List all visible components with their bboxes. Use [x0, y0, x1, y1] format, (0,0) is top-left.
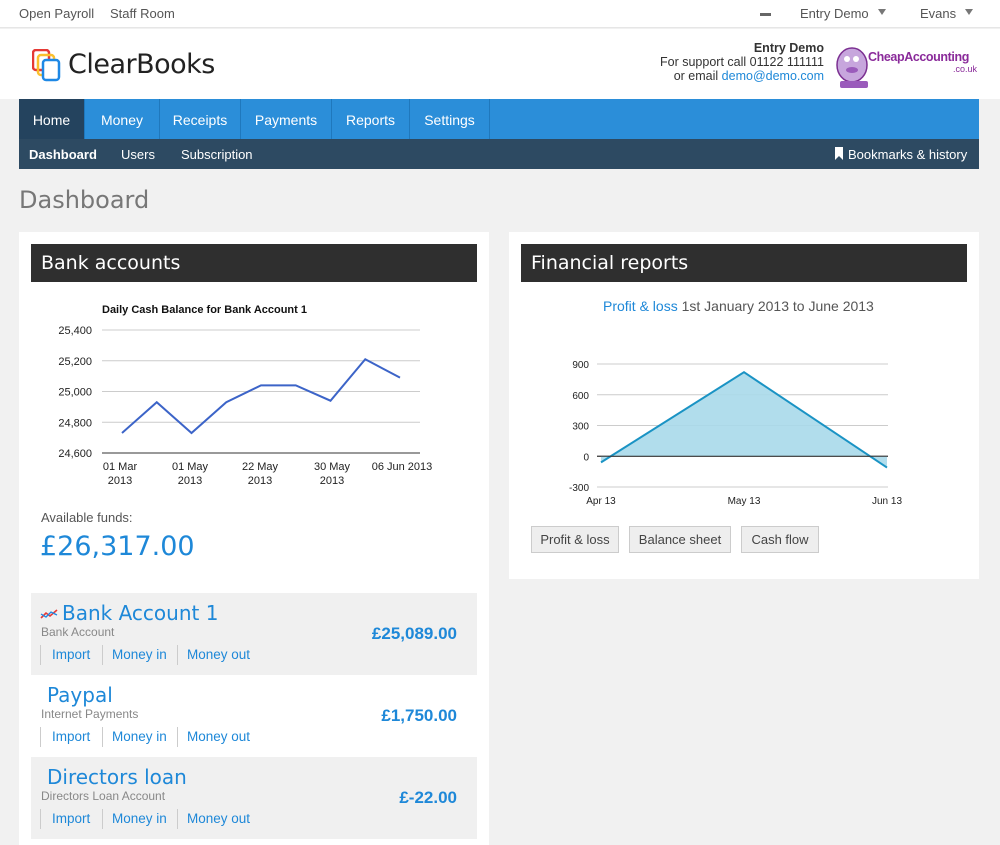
y-tick-label: 25,200 [58, 356, 92, 368]
account-row[interactable]: Bank Account 1 Bank Account £25,089.00 I… [31, 593, 477, 675]
cash-flow-button[interactable]: Cash flow [741, 526, 819, 553]
y-tick-label: -300 [569, 483, 589, 494]
support-email-link[interactable]: demo@demo.com [721, 69, 824, 83]
y-tick-label: 24,600 [58, 448, 92, 460]
nav-home[interactable]: Home [19, 99, 85, 139]
x-tick-label: 22 May [242, 461, 279, 473]
report-subtitle: Profit & loss 1st January 2013 to June 2… [603, 298, 874, 314]
bookmark-icon[interactable] [835, 147, 843, 160]
account-row[interactable]: Paypal Internet Payments £1,750.00 Impor… [31, 675, 477, 757]
nav-money[interactable]: Money [85, 99, 160, 139]
company-switcher[interactable]: Entry Demo [800, 6, 869, 21]
money-out-link[interactable]: Money out [187, 811, 251, 826]
account-type: Bank Account [41, 625, 115, 639]
y-tick-label: 900 [572, 360, 589, 371]
y-tick-label: 300 [572, 422, 589, 433]
report-period: 1st January 2013 to June 2013 [681, 298, 874, 314]
profit-loss-area [601, 372, 887, 468]
x-tick-label: 2013 [248, 475, 272, 487]
partner-logo-icon[interactable] [832, 41, 980, 91]
bank-feed-icon [40, 609, 58, 619]
x-tick-label: 30 May [314, 461, 351, 473]
profit-loss-link[interactable]: Profit & loss [603, 298, 678, 314]
x-tick-label: 01 Mar [103, 461, 138, 473]
bookmarks-history-link[interactable]: Bookmarks & history [848, 147, 968, 162]
user-menu[interactable]: Evans [920, 6, 957, 21]
account-balance: £1,750.00 [381, 706, 457, 725]
account-row[interactable]: Directors loan Directors Loan Account £-… [31, 757, 477, 839]
nav-settings[interactable]: Settings [410, 99, 490, 139]
cash-balance-series-line [121, 357, 401, 435]
account-balance: £-22.00 [399, 788, 457, 807]
staff-room-link[interactable]: Staff Room [110, 6, 175, 21]
support-company: Entry Demo [753, 41, 824, 55]
cash-balance-chart: 25,400 25,200 25,000 24,800 24,600 01 Mar 2013… [58, 325, 433, 487]
balance-sheet-button[interactable]: Balance sheet [629, 526, 731, 553]
money-out-link[interactable]: Money out [187, 729, 251, 744]
x-tick-label: May 13 [728, 496, 761, 507]
header: ClearBooks Entry Demo For support call 0… [0, 29, 1000, 99]
account-name[interactable]: Bank Account 1 [62, 601, 219, 625]
account-balance: £25,089.00 [371, 624, 457, 643]
account-name[interactable]: Paypal [47, 683, 113, 707]
main-nav: Home Money Receipts Payments Reports Set… [19, 99, 979, 139]
partner-name: CheapAccounting [868, 50, 969, 64]
cash-chart-title: Daily Cash Balance for Bank Account 1 [102, 304, 307, 316]
support-email-prefix: or email [673, 69, 719, 83]
y-tick-label: 25,000 [58, 387, 92, 399]
subnav-subscription[interactable]: Subscription [181, 147, 253, 162]
x-tick-label: Jun 13 [872, 496, 902, 507]
top-bar: Open Payroll Staff Room Entry Demo Evans [0, 0, 1000, 28]
available-funds-value: £26,317.00 [40, 531, 195, 562]
money-in-link[interactable]: Money in [112, 729, 167, 744]
x-tick-label: Apr 13 [586, 496, 616, 507]
money-in-link[interactable]: Money in [112, 647, 167, 662]
partner-domain: .co.uk [953, 64, 978, 74]
y-tick-label: 600 [572, 391, 589, 402]
page-title: Dashboard [19, 186, 150, 214]
available-funds-label: Available funds: [41, 510, 133, 525]
account-type: Directors Loan Account [41, 789, 166, 803]
nav-payments[interactable]: Payments [241, 99, 332, 139]
open-payroll-link[interactable]: Open Payroll [19, 6, 95, 21]
sub-nav: Dashboard Users Subscription Bookmarks &… [19, 139, 979, 169]
subnav-users[interactable]: Users [121, 147, 155, 162]
x-tick-label: 06 Jun 2013 [372, 461, 433, 473]
x-tick-label: 2013 [320, 475, 344, 487]
y-tick-label: 25,400 [58, 325, 92, 337]
y-tick-label: 0 [583, 452, 589, 463]
profit-loss-series-line [600, 371, 888, 469]
nav-reports[interactable]: Reports [332, 99, 410, 139]
logo-text[interactable]: ClearBooks [68, 49, 215, 80]
clearbooks-logo-icon[interactable] [32, 49, 66, 83]
nav-receipts[interactable]: Receipts [160, 99, 241, 139]
bank-accounts-heading: Bank accounts [31, 244, 477, 282]
profit-loss-button[interactable]: Profit & loss [531, 526, 619, 553]
x-tick-label: 2013 [178, 475, 202, 487]
x-tick-label: 2013 [108, 475, 132, 487]
financial-reports-heading: Financial reports [521, 244, 967, 282]
import-link[interactable]: Import [52, 647, 91, 662]
import-link[interactable]: Import [52, 811, 91, 826]
import-link[interactable]: Import [52, 729, 91, 744]
subnav-dashboard[interactable]: Dashboard [29, 147, 97, 162]
y-tick-label: 24,800 [58, 417, 92, 429]
profit-loss-chart: 900 600 300 0 -300 Apr 13 May 13 Jun 13 [569, 360, 902, 507]
chevron-down-icon[interactable] [965, 9, 973, 15]
account-type: Internet Payments [41, 707, 139, 721]
support-info: Entry Demo For support call 01122 111111… [660, 41, 824, 83]
minimize-icon[interactable] [760, 13, 771, 16]
money-out-link[interactable]: Money out [187, 647, 251, 662]
chevron-down-icon[interactable] [878, 9, 886, 15]
account-name[interactable]: Directors loan [47, 765, 187, 789]
money-in-link[interactable]: Money in [112, 811, 167, 826]
support-phone: For support call 01122 111111 [660, 55, 824, 69]
x-tick-label: 01 May [172, 461, 209, 473]
